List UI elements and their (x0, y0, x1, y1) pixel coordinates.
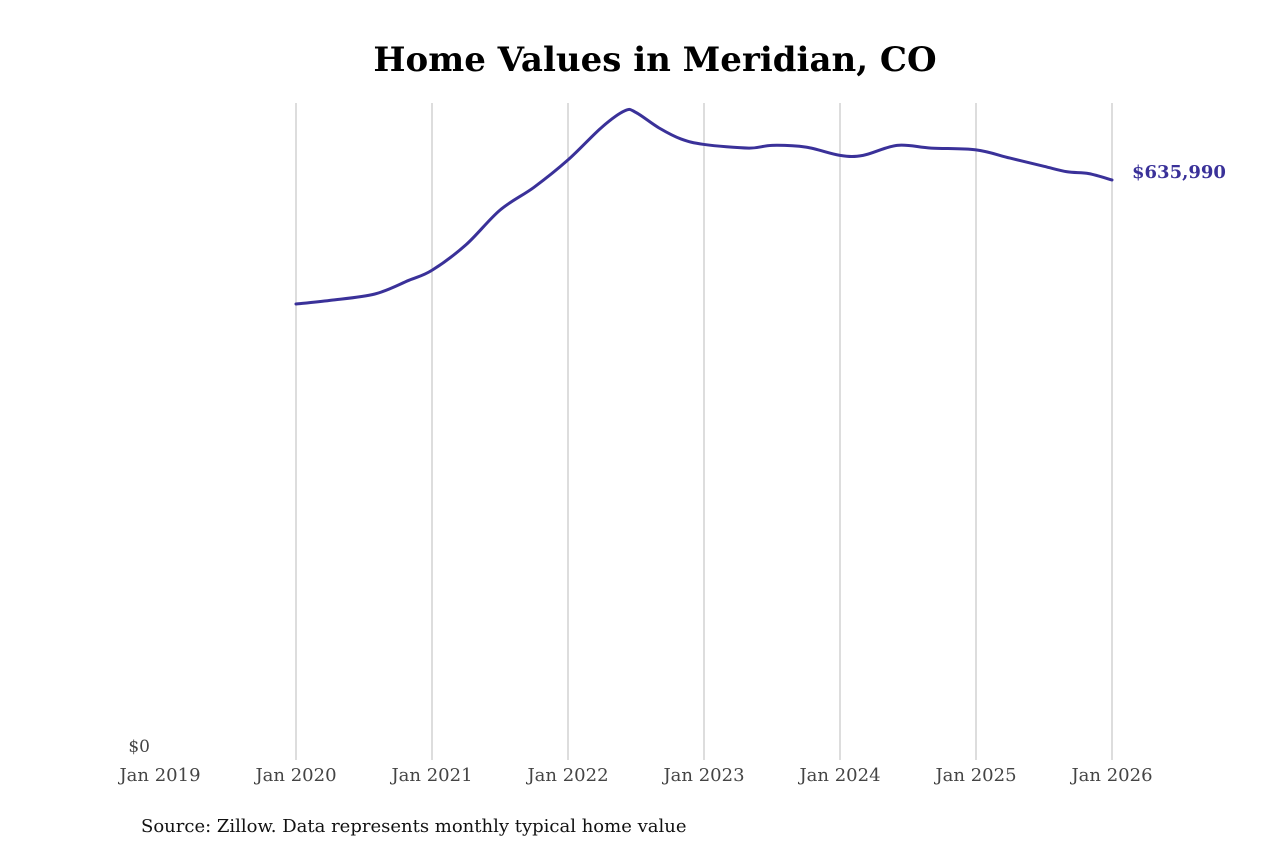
y-tick-label: $0 (128, 737, 150, 757)
x-tick-label: Jan 2022 (525, 765, 608, 786)
x-tick-label: Jan 2020 (253, 765, 336, 786)
home-value-line (294, 107, 1114, 306)
x-tick-label: Jan 2025 (933, 765, 1016, 786)
chart-title: Home Values in Meridian, CO (373, 40, 937, 80)
source-note: Source: Zillow. Data represents monthly … (141, 816, 687, 837)
x-tick-label: Jan 2019 (117, 765, 200, 786)
end-value-label: $635,990 (1132, 162, 1226, 183)
x-tick-label: Jan 2026 (1069, 765, 1152, 786)
x-tick-label: Jan 2023 (661, 765, 744, 786)
x-tick-label: Jan 2024 (797, 765, 880, 786)
x-tick-label: Jan 2021 (389, 765, 472, 786)
